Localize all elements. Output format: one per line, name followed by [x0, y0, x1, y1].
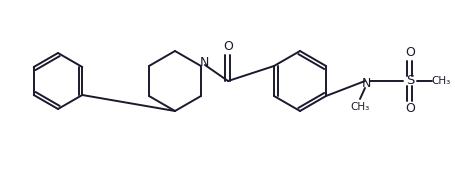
Text: N: N: [199, 56, 208, 69]
Text: CH₃: CH₃: [430, 76, 450, 86]
Text: O: O: [404, 102, 414, 115]
Text: S: S: [405, 75, 413, 88]
Text: CH₃: CH₃: [349, 102, 369, 112]
Text: O: O: [222, 41, 233, 54]
Text: N: N: [360, 77, 370, 90]
Text: O: O: [404, 47, 414, 60]
